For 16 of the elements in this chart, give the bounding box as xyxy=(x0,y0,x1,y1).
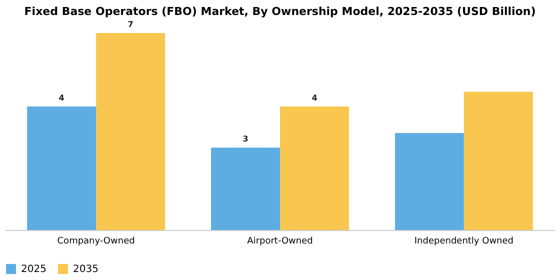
x-tick-label: Company-Owned xyxy=(57,236,135,246)
bar xyxy=(394,132,464,230)
bar xyxy=(211,148,280,230)
bar xyxy=(464,92,533,230)
x-tick-label: Airport-Owned xyxy=(247,236,313,246)
legend-label: 2035 xyxy=(73,264,98,275)
legend-label: 2025 xyxy=(21,264,46,275)
x-tick-label: Independently Owned xyxy=(414,236,514,246)
data-label: 7 xyxy=(128,20,134,29)
bar xyxy=(96,33,166,230)
chart-title: Fixed Base Operators (FBO) Market, By Ownership Model, 2025-2035 (USD Billion) xyxy=(24,5,536,18)
data-label: 4 xyxy=(58,94,65,103)
bar xyxy=(280,106,349,230)
data-label: 4 xyxy=(312,94,318,103)
bar xyxy=(27,106,96,230)
data-label: 3 xyxy=(242,134,248,144)
